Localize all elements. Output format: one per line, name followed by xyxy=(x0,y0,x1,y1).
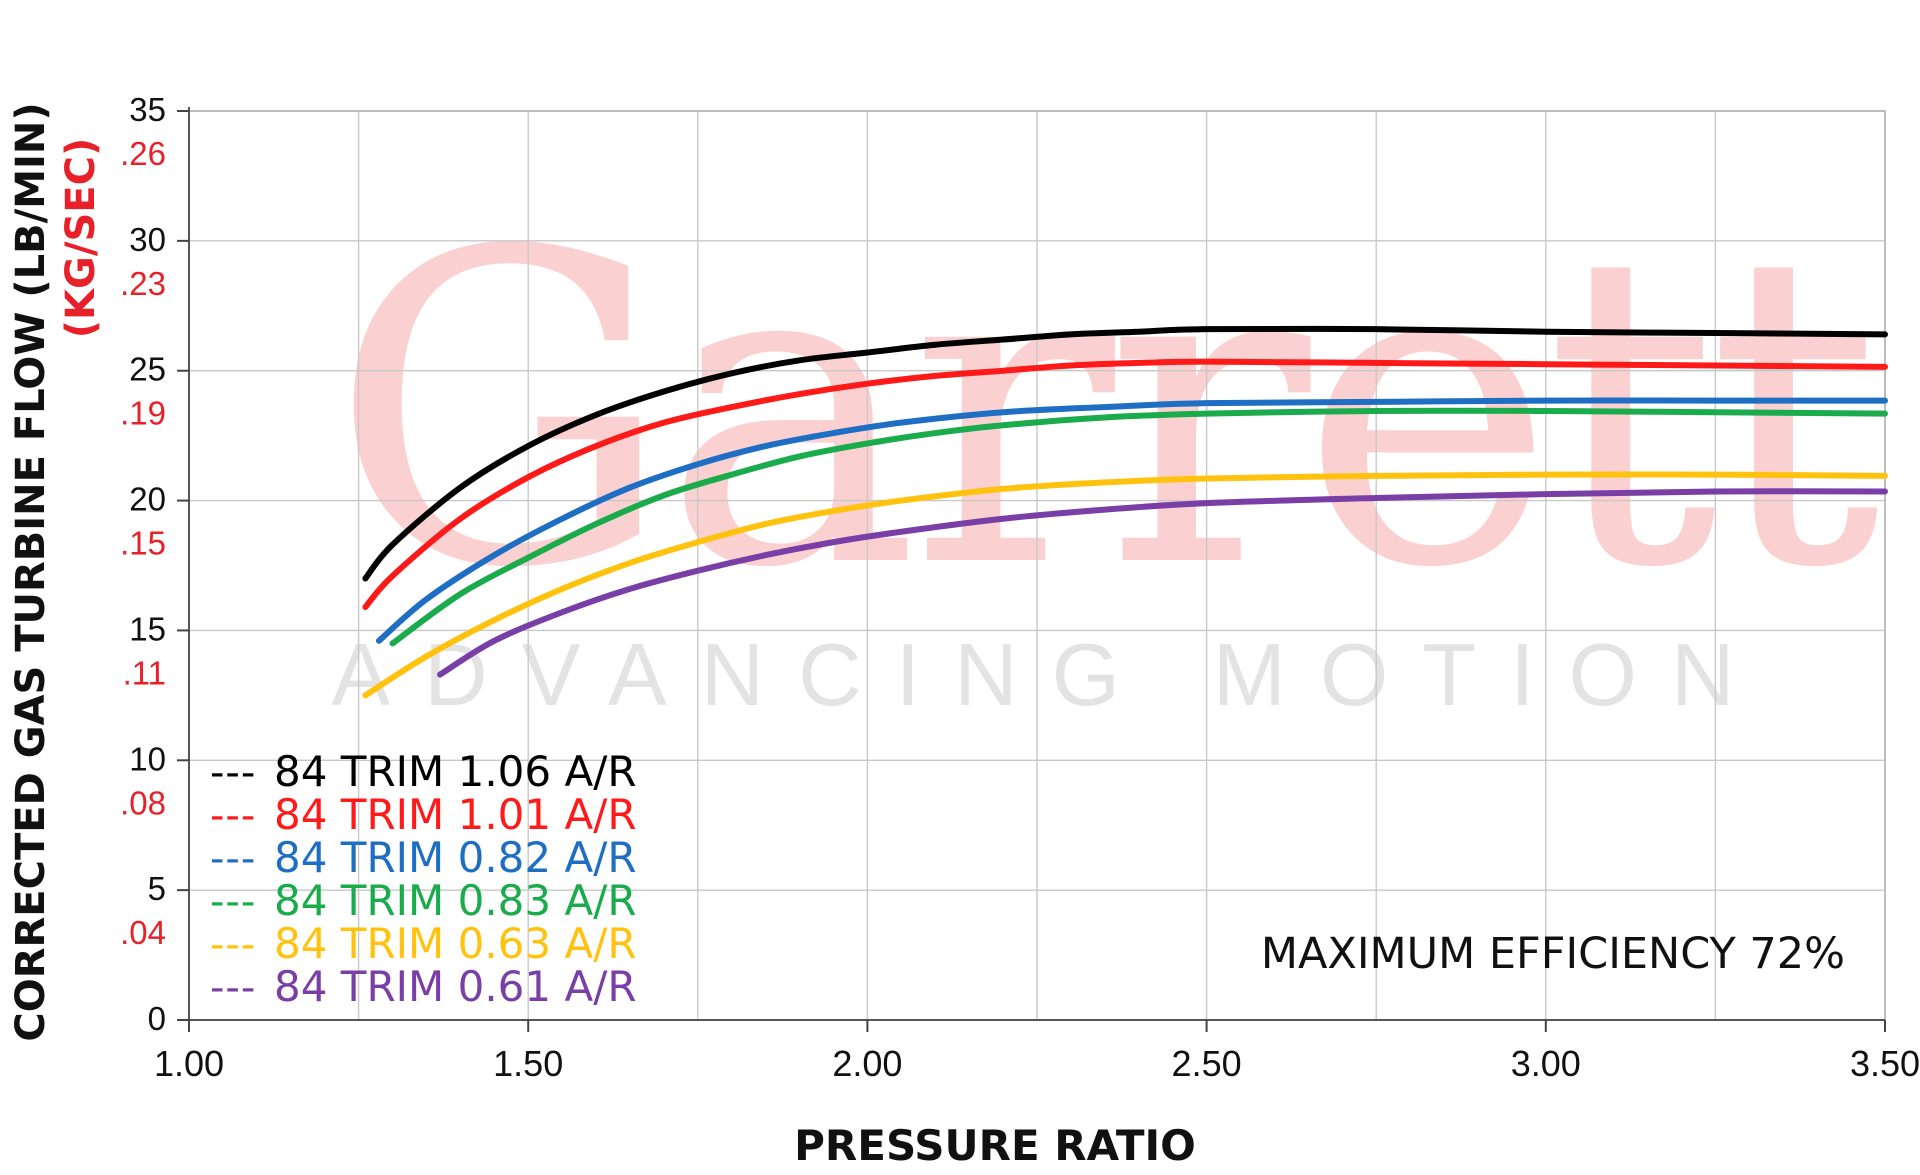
y-tick-label-secondary: .15 xyxy=(120,525,166,562)
legend-entry: 84 TRIM 1.06 A/R xyxy=(274,747,637,796)
x-tick-label: 2.00 xyxy=(832,1043,902,1084)
series-line-4 xyxy=(389,407,1888,647)
series-line-6 xyxy=(437,488,1888,678)
legend-entry: 84 TRIM 1.01 A/R xyxy=(274,790,637,839)
y-tick-label-secondary: .11 xyxy=(123,654,166,691)
y-tick-label: 0 xyxy=(148,1000,166,1037)
legend-entry: 84 TRIM 0.61 A/R xyxy=(274,962,637,1011)
y-tick-label-secondary: .08 xyxy=(120,784,166,821)
legend: --- 84 TRIM 1.06 A/R --- 84 TRIM 1.01 A/R --… xyxy=(210,747,637,1011)
legend-marker: --- xyxy=(210,879,256,925)
y-tick-label-secondary: .19 xyxy=(120,395,166,432)
axis-ticks: 0 5 .04 10 .08 15 .11 20 .15 25 .19 30 .23 35 .26 1.00 1… xyxy=(120,91,1920,1084)
y-tick-label-secondary: .26 xyxy=(120,135,166,172)
y-tick-label: 10 xyxy=(129,740,166,777)
y-tick-label-secondary: .23 xyxy=(120,265,166,302)
x-axis-title: PRESSURE RATIO xyxy=(794,1121,1196,1170)
legend-marker: --- xyxy=(210,922,256,968)
watermark-tagline: ADVANCING MOTION xyxy=(331,625,1768,724)
legend-marker: --- xyxy=(210,836,256,882)
legend-marker: --- xyxy=(210,793,256,839)
watermark: Garrett ADVANCING MOTION xyxy=(329,162,1892,724)
series-lines xyxy=(362,325,1888,699)
y-tick-label: 35 xyxy=(129,91,166,128)
series-line-1 xyxy=(362,325,1888,582)
x-tick-label: 3.50 xyxy=(1850,1043,1920,1084)
x-tick-label: 1.00 xyxy=(154,1043,224,1084)
y-axis-title-secondary: (KG/SEC) xyxy=(58,138,104,339)
y-axis-title: CORRECTED GAS TURBINE FLOW (LB/MIN) xyxy=(8,102,54,1041)
series-line-2 xyxy=(362,358,1888,611)
legend-marker: --- xyxy=(210,750,256,796)
x-tick-label: 3.00 xyxy=(1511,1043,1581,1084)
y-tick-label: 15 xyxy=(129,610,166,647)
x-tick-label: 2.50 xyxy=(1172,1043,1242,1084)
y-tick-label: 20 xyxy=(129,481,166,518)
legend-entry: 84 TRIM 0.63 A/R xyxy=(274,919,637,968)
series-line-3 xyxy=(375,397,1888,644)
y-tick-label-secondary: .04 xyxy=(120,914,166,951)
x-tick-label: 1.50 xyxy=(493,1043,563,1084)
max-efficiency-annotation: MAXIMUM EFFICIENCY 72% xyxy=(1261,929,1845,979)
legend-entry: 84 TRIM 0.83 A/R xyxy=(274,876,637,925)
y-axis-title-primary: CORRECTED GAS TURBINE FLOW (LB/MIN) xyxy=(8,102,54,1041)
y-tick-label: 30 xyxy=(129,221,166,258)
legend-entry: 84 TRIM 0.82 A/R xyxy=(274,833,637,882)
y-tick-label: 5 xyxy=(148,870,166,907)
legend-marker: --- xyxy=(210,965,256,1011)
series-line-5 xyxy=(362,471,1888,699)
y-tick-label: 25 xyxy=(129,351,166,388)
